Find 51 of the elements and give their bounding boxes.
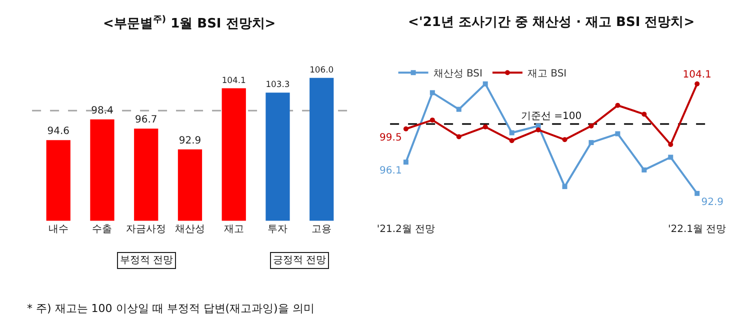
x-tick-label: '22.1월 전망 xyxy=(668,224,726,235)
point xyxy=(642,167,647,172)
point xyxy=(668,142,674,148)
data-label: 92.9 xyxy=(178,135,202,146)
x-tick-label: 수출 xyxy=(92,224,112,235)
data-label: 104.1 xyxy=(682,69,712,80)
x-tick-label: 고용 xyxy=(312,224,332,235)
point xyxy=(536,127,541,132)
point xyxy=(668,154,674,160)
point xyxy=(482,124,488,130)
point xyxy=(509,138,514,144)
point xyxy=(642,112,647,117)
point xyxy=(562,184,568,190)
data-label: 106.0 xyxy=(310,64,334,74)
x-tick-label: 내수 xyxy=(48,224,68,235)
point xyxy=(694,190,700,196)
data-label: 96.1 xyxy=(380,166,402,177)
point xyxy=(403,160,408,165)
data-label: 96.7 xyxy=(134,114,158,126)
legend-label: 채산성 BSI xyxy=(433,68,482,80)
point xyxy=(562,137,568,142)
annotation: 긍정적 전망 xyxy=(273,255,326,266)
point xyxy=(588,140,594,146)
ref-line-label: 기준선 =100 xyxy=(521,111,582,122)
point xyxy=(588,123,594,128)
data-label: 92.9 xyxy=(701,197,724,208)
x-tick-label: 투자 xyxy=(268,224,288,235)
point xyxy=(456,134,462,140)
chart-title: <'21년 조사기간 중 채산성 · 재고 BSI 전망치> xyxy=(408,15,695,30)
x-tick-label: 재고 xyxy=(224,224,244,235)
data-label: 94.6 xyxy=(47,126,70,138)
point xyxy=(509,130,514,136)
point xyxy=(430,118,435,123)
data-label: 104.1 xyxy=(222,74,246,85)
x-tick-label: '21.2월 전망 xyxy=(376,224,436,235)
point xyxy=(615,131,620,136)
data-label: 99.5 xyxy=(380,132,402,144)
point xyxy=(403,126,408,132)
data-label: 98.4 xyxy=(91,105,114,116)
point xyxy=(694,81,700,86)
legend-label: 재고 BSI xyxy=(527,68,567,80)
x-tick-label: 자금사정 xyxy=(126,224,166,235)
chart-title: <부문별$^{주)}$ 1월 BSI 전망치> xyxy=(103,15,276,32)
point xyxy=(615,102,620,108)
annotation: * 주) 재고는 100 이상일 때 부정적 답변(재고과잉)을 의미 xyxy=(27,302,314,315)
point xyxy=(482,81,488,86)
point xyxy=(456,106,462,112)
x-tick-label: 채산성 xyxy=(174,224,205,235)
point xyxy=(430,90,435,96)
annotation: 부정적 전망 xyxy=(120,255,174,266)
data-label: 103.3 xyxy=(266,79,290,90)
